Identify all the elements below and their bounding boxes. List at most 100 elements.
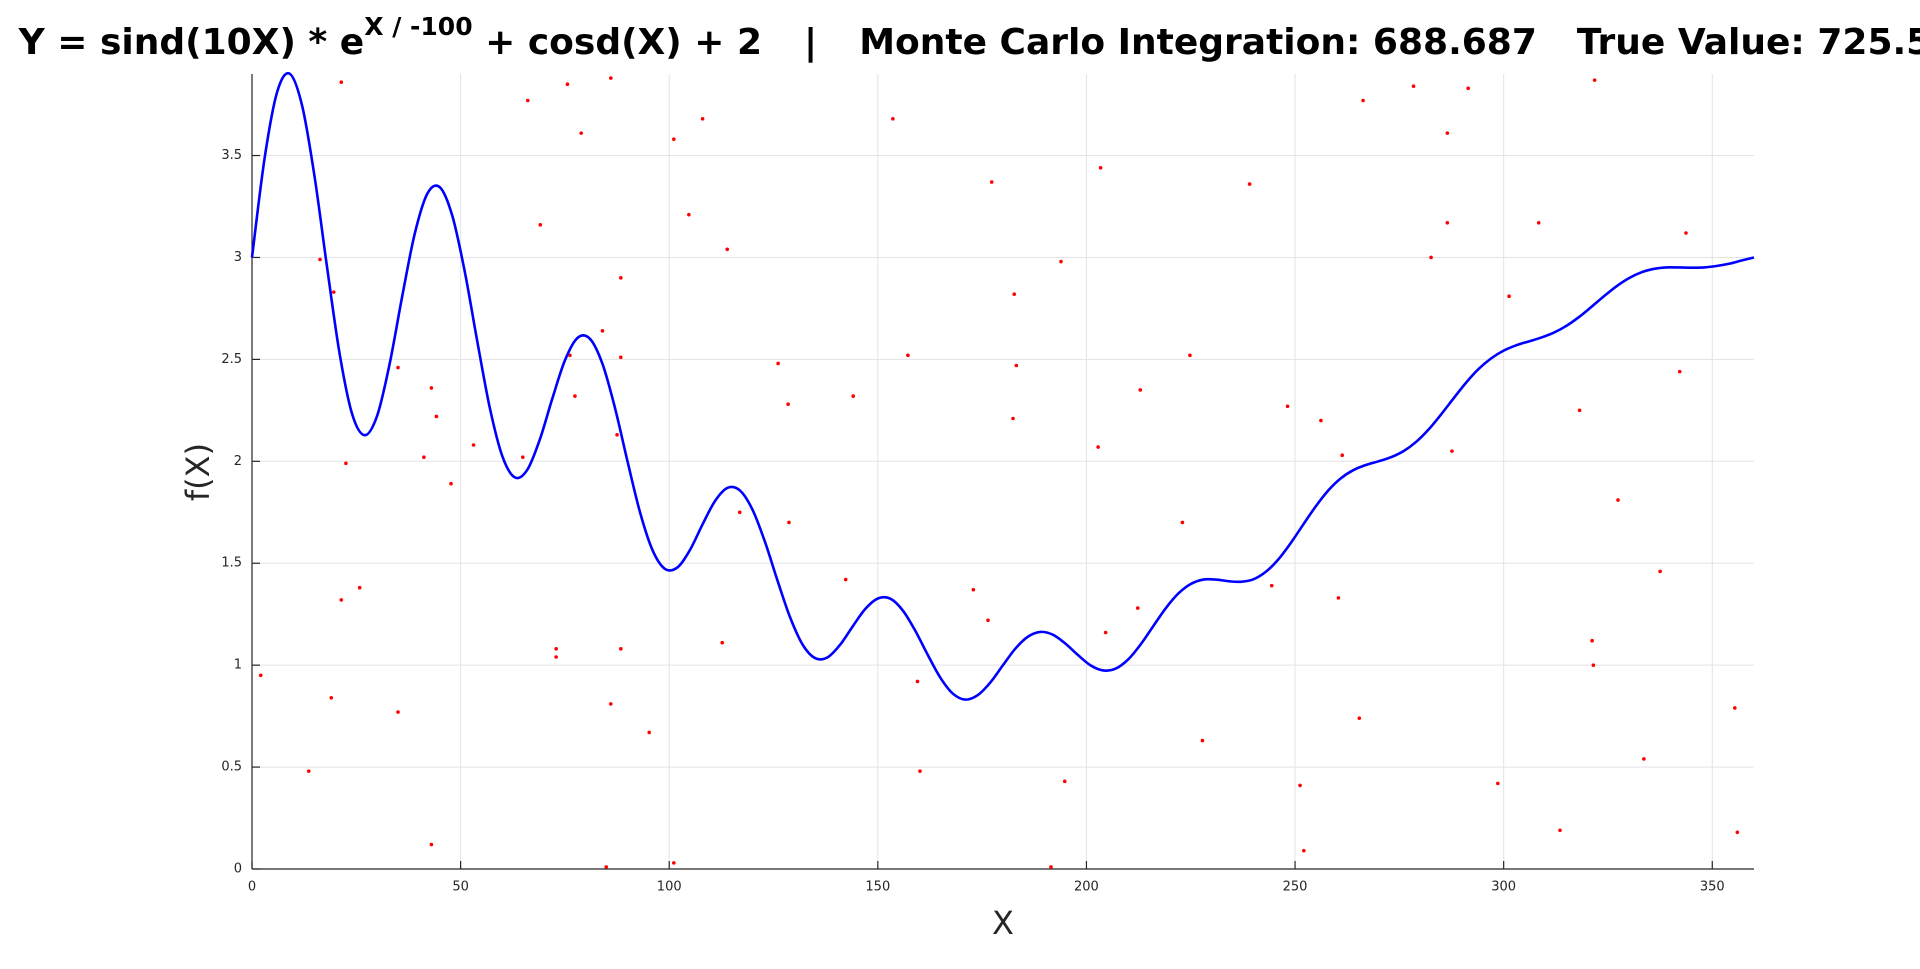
sample-point <box>906 353 910 358</box>
sample-point <box>619 276 623 280</box>
sample-point <box>1247 182 1252 186</box>
title-rest: + cosd(X) + 2 <box>473 22 762 63</box>
y-axis-label: f(X) <box>179 443 217 501</box>
sample-point <box>434 414 439 419</box>
sample-point <box>1188 353 1192 358</box>
sample-point <box>891 117 895 121</box>
sample-point <box>776 361 780 366</box>
sample-point <box>422 455 426 460</box>
sample-point <box>1138 388 1143 392</box>
sample-point <box>396 365 400 370</box>
sample-point <box>1677 369 1682 374</box>
sample-point <box>1496 781 1500 786</box>
x-tick-label: 250 <box>1283 880 1308 895</box>
y-tick-label: 3.5 <box>221 148 242 163</box>
sample-point <box>971 587 976 592</box>
sample-point <box>429 842 434 847</box>
sample-point <box>565 82 570 86</box>
sample-point <box>687 212 691 217</box>
sample-point <box>1096 445 1100 449</box>
sample-point <box>700 117 705 121</box>
sample-point <box>851 394 856 398</box>
sample-point <box>306 769 311 773</box>
sample-point <box>918 769 922 773</box>
sample-point <box>1450 449 1454 453</box>
title-base: Y = sind(10X) * e <box>18 22 365 63</box>
y-tick-label: 2 <box>234 454 242 469</box>
sample-point <box>331 290 336 294</box>
sample-point <box>568 353 572 358</box>
sample-point <box>1616 498 1620 502</box>
sample-point <box>1507 294 1511 298</box>
sample-point <box>1735 830 1740 835</box>
sample-point <box>915 679 920 684</box>
sample-point <box>1098 165 1103 170</box>
sample-point <box>1200 738 1205 743</box>
sample-point <box>1536 221 1541 225</box>
y-tick-label: 1.5 <box>221 556 242 571</box>
sample-point <box>619 647 623 651</box>
sample-point <box>1285 404 1290 409</box>
sample-point <box>1011 416 1015 421</box>
sample-point <box>1658 569 1662 574</box>
sample-point <box>1642 757 1646 761</box>
sample-point <box>1590 638 1594 643</box>
sample-point <box>1062 779 1067 784</box>
sample-point <box>339 598 344 602</box>
x-tick-label: 350 <box>1700 880 1725 895</box>
sample-point <box>1319 418 1323 423</box>
sample-point <box>1361 98 1365 103</box>
sample-point <box>520 455 525 460</box>
sample-point <box>1135 606 1140 610</box>
sample-point <box>429 386 434 390</box>
sample-point <box>604 865 609 869</box>
y-tick-label: 2.5 <box>221 352 242 367</box>
x-tick-label: 150 <box>865 880 890 895</box>
sample-point <box>1592 78 1597 82</box>
sample-point <box>1445 221 1450 225</box>
sample-point <box>554 655 558 659</box>
sample-point <box>843 577 848 582</box>
sample-point <box>1591 663 1596 667</box>
sample-point <box>1684 231 1688 235</box>
sample-point <box>573 394 577 398</box>
sample-point <box>786 402 790 407</box>
sample-point <box>318 257 322 262</box>
sample-point <box>538 223 543 227</box>
y-tick-label: 3 <box>234 250 242 265</box>
x-tick-label: 300 <box>1491 880 1516 895</box>
sample-point <box>1269 583 1274 588</box>
sample-point <box>471 443 476 447</box>
y-tick-label: 1 <box>234 658 242 673</box>
sample-point <box>1357 716 1362 720</box>
sample-point <box>1059 259 1063 264</box>
sample-point <box>672 861 676 865</box>
y-tick-label: 0.5 <box>221 760 242 775</box>
x-axis-label: X <box>992 904 1014 942</box>
title-exponent: X / -100 <box>364 12 472 41</box>
sample-point <box>258 673 263 678</box>
sample-point <box>986 618 990 623</box>
sample-point <box>989 180 994 184</box>
sample-point <box>396 710 400 714</box>
sample-point <box>579 131 583 135</box>
sample-point <box>525 98 530 103</box>
sample-point <box>339 80 344 84</box>
title-integration: Monte Carlo Integration: 688.687 <box>859 22 1537 63</box>
x-tick-label: 0 <box>248 880 256 895</box>
sample-point <box>647 730 651 735</box>
sample-point <box>1336 596 1341 600</box>
sample-point <box>329 695 334 700</box>
sample-point <box>619 355 623 360</box>
sample-point <box>720 640 725 645</box>
sample-point <box>344 461 348 466</box>
sample-point <box>737 510 742 515</box>
sample-point <box>1445 131 1450 135</box>
sample-point <box>609 76 613 80</box>
sample-point <box>1429 255 1433 260</box>
x-tick-label: 50 <box>452 880 469 895</box>
sample-point <box>1298 783 1302 788</box>
sample-point <box>1012 292 1017 296</box>
